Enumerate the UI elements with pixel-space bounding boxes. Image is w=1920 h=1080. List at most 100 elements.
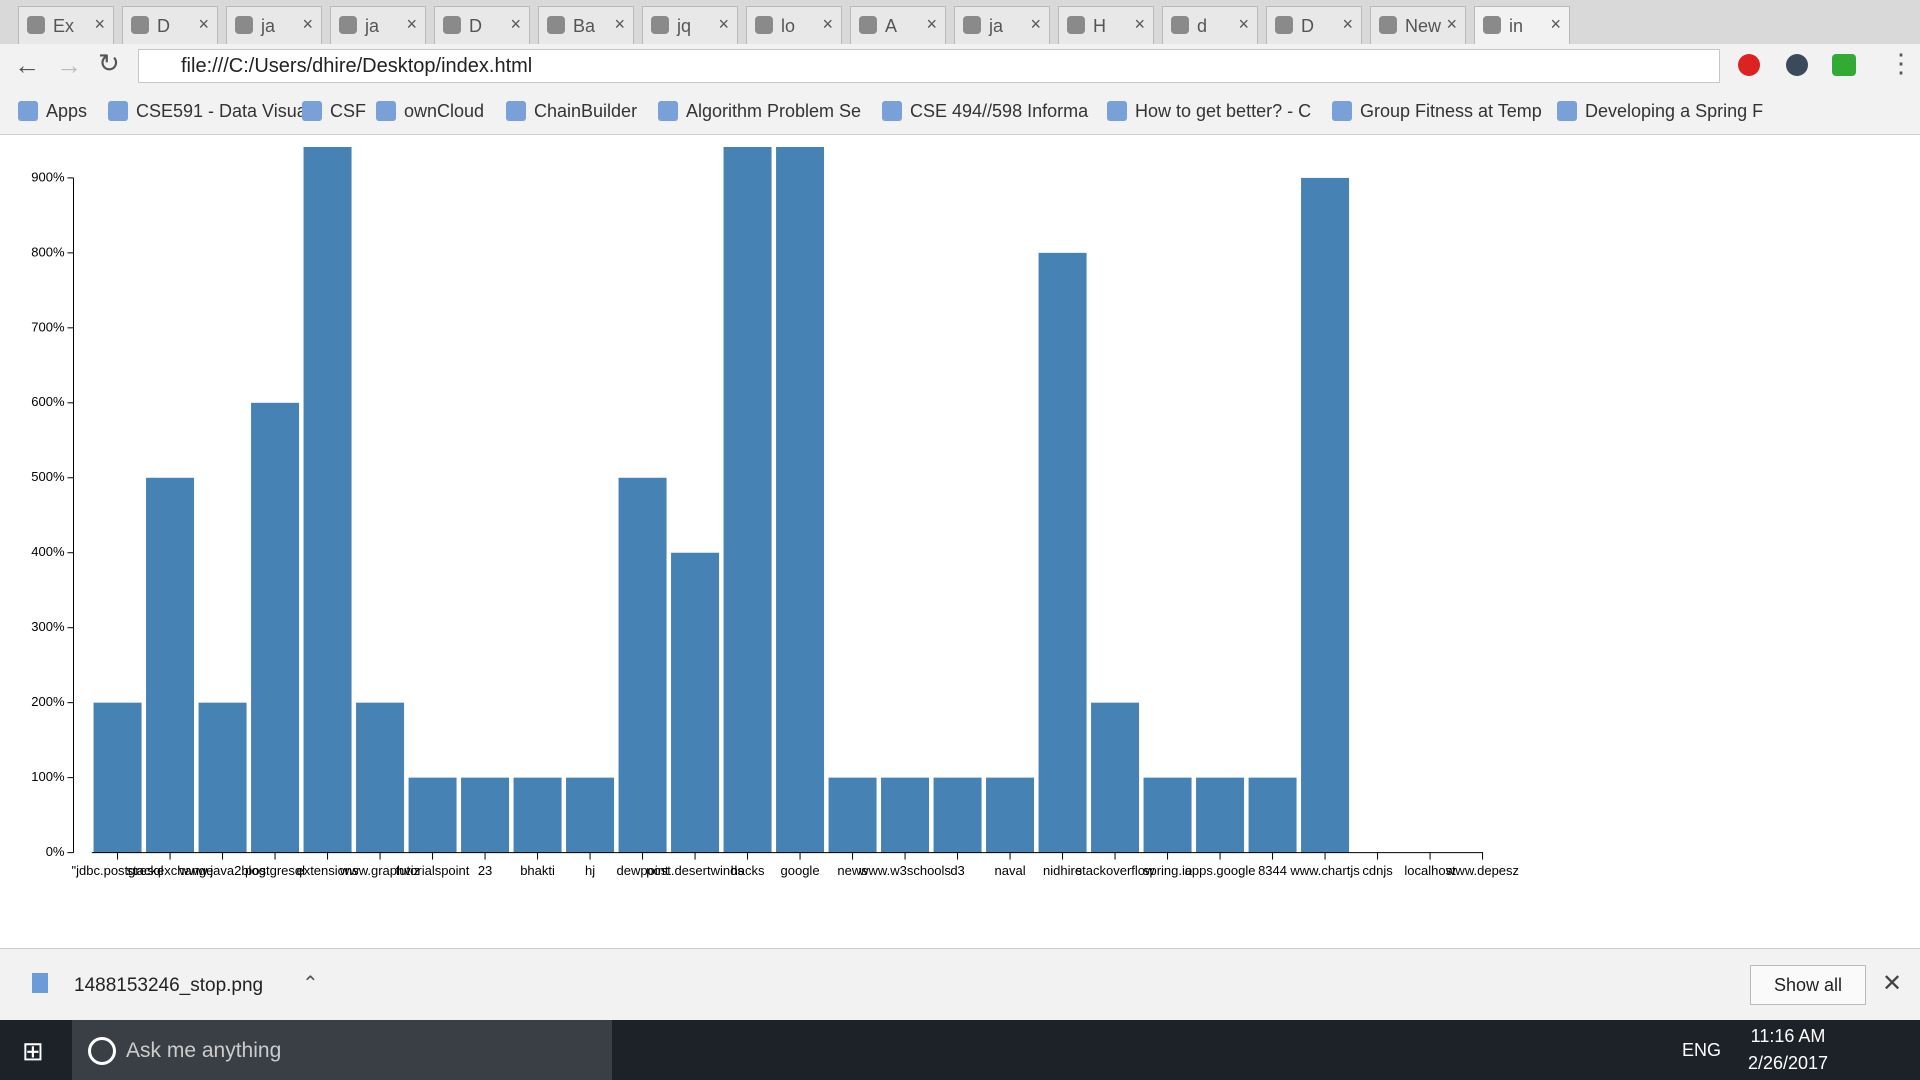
bookmark-icon <box>658 101 678 121</box>
clock-time[interactable]: 11:16 AM <box>1750 1026 1826 1046</box>
tab[interactable]: D × <box>434 6 530 44</box>
bookmark[interactable]: CSF <box>302 101 366 122</box>
tab-close[interactable]: × <box>406 14 417 34</box>
tab-label: ja <box>365 16 380 36</box>
tab-close[interactable]: × <box>1446 14 1457 34</box>
bookmark-label: CSE 494//598 Informa <box>910 101 1089 121</box>
start-button[interactable]: ⊞ <box>22 1036 44 1066</box>
tab[interactable]: ja × <box>226 6 322 44</box>
x-tick-label: www.depesz <box>1445 863 1519 878</box>
tab[interactable]: ja × <box>330 6 426 44</box>
close-download-bar[interactable]: ✕ <box>1882 970 1903 997</box>
y-tick-label: 200% <box>31 694 65 709</box>
clock-date[interactable]: 2/26/2017 <box>1747 1053 1829 1073</box>
tab[interactable]: Ex × <box>18 6 114 44</box>
tab-label: ja <box>261 16 276 36</box>
bookmark[interactable]: Developing a Spring F <box>1557 101 1763 122</box>
tab-close[interactable]: × <box>614 14 625 34</box>
tab-close[interactable]: × <box>926 14 937 34</box>
back-button[interactable]: ← <box>14 50 40 80</box>
tab-close[interactable]: × <box>302 14 313 34</box>
tab-strip: Ex × D × ja × ja × D × Ba × jq × lo × A × ja × H × d × D × New × in × <box>0 0 1920 44</box>
tab-close[interactable]: × <box>94 14 105 34</box>
bookmark-label: CSE591 - Data Visuali <box>136 101 315 121</box>
bookmark[interactable]: ownCloud <box>376 101 484 122</box>
bookmark[interactable]: CSE591 - Data Visuali <box>108 101 315 122</box>
bookmark-label: How to get better? - C <box>1135 101 1312 121</box>
search-box[interactable] <box>72 1020 612 1080</box>
tab[interactable]: in × <box>1474 6 1570 44</box>
extension-icon[interactable] <box>1786 54 1808 76</box>
tab[interactable]: lo × <box>746 6 842 44</box>
bookmark[interactable]: ChainBuilder <box>506 101 637 122</box>
bar <box>303 147 352 853</box>
y-tick-label: 300% <box>31 619 65 634</box>
tab-close[interactable]: × <box>198 14 209 34</box>
tab-label: New <box>1405 16 1442 36</box>
tab[interactable]: A × <box>850 6 946 44</box>
tab-close[interactable]: × <box>718 14 729 34</box>
tab-icon <box>1275 16 1293 34</box>
tab[interactable]: Ba × <box>538 6 634 44</box>
tab-close[interactable]: × <box>1134 14 1145 34</box>
y-tick-label: 500% <box>31 469 65 484</box>
x-tick-label: nidhire <box>1043 863 1082 878</box>
tab-label: ja <box>989 16 1004 36</box>
bookmark[interactable]: Algorithm Problem Se <box>658 101 862 122</box>
bookmark[interactable]: CSE 494//598 Informa <box>882 101 1089 122</box>
forward-button[interactable]: → <box>56 50 82 80</box>
tab[interactable]: H × <box>1058 6 1154 44</box>
bar <box>1248 777 1297 853</box>
bar <box>671 552 720 853</box>
bar <box>986 777 1035 853</box>
tab-label: A <box>885 16 898 36</box>
bar <box>933 777 982 853</box>
x-tick-label: extensions <box>296 863 359 878</box>
tab-close[interactable]: × <box>1342 14 1353 34</box>
tab-close[interactable]: × <box>1550 14 1561 34</box>
show-all-button[interactable]: Show all <box>1750 965 1866 1005</box>
tab[interactable]: New × <box>1370 6 1466 44</box>
tab-label: lo <box>781 16 796 36</box>
bookmark-label: Algorithm Problem Se <box>686 101 862 121</box>
bookmarks-bar: Apps CSE591 - Data Visuali CSF ownCloud Chai… <box>0 88 1920 135</box>
download-menu[interactable]: ⌃ <box>302 973 319 995</box>
tab[interactable]: D × <box>122 6 218 44</box>
bar <box>828 777 877 853</box>
extension-icon[interactable] <box>1832 54 1856 76</box>
tab-icon <box>235 16 253 34</box>
x-tick-label: post.desertwinds <box>646 863 744 878</box>
bookmark-label: Apps <box>46 101 88 121</box>
reload-button[interactable]: ↻ <box>98 48 120 78</box>
tab-close[interactable]: × <box>1238 14 1249 34</box>
chart: 0% 100% 200% 300% 400% 500% 600% 700% 800% 900% "j… <box>31 147 1519 878</box>
tab-close[interactable]: × <box>822 14 833 34</box>
bookmark[interactable]: Group Fitness at Temp <box>1332 101 1542 122</box>
menu-button[interactable]: ⋮ <box>1888 48 1914 78</box>
tab[interactable]: jq × <box>642 6 738 44</box>
bookmark[interactable]: Apps <box>18 101 88 122</box>
x-tick-label: google <box>781 863 820 878</box>
tab-icon <box>131 16 149 34</box>
tab-label: jq <box>677 16 692 36</box>
language[interactable]: ENG <box>1682 1040 1722 1060</box>
tab-icon <box>755 16 773 34</box>
bar <box>1301 177 1350 853</box>
address-bar[interactable]: file:///C:/Users/dhire/Desktop/index.htm… <box>138 49 1720 83</box>
bookmark-icon <box>108 101 128 121</box>
tab-icon <box>339 16 357 34</box>
download-file[interactable]: 1488153246_stop.png <box>74 975 264 996</box>
tab[interactable]: D × <box>1266 6 1362 44</box>
x-tick-label: dewpoint <box>617 863 669 878</box>
extension-icon[interactable] <box>1738 54 1760 76</box>
tab[interactable]: d × <box>1162 6 1258 44</box>
bar <box>93 702 142 853</box>
x-tick-label: stackexchange <box>127 863 214 878</box>
x-tick-label: 8344 <box>1258 863 1287 878</box>
bookmark-icon <box>1107 101 1127 121</box>
bookmark[interactable]: How to get better? - C <box>1107 101 1312 122</box>
tab[interactable]: ja × <box>954 6 1050 44</box>
tab-close[interactable]: × <box>1030 14 1041 34</box>
tab-close[interactable]: × <box>510 14 521 34</box>
